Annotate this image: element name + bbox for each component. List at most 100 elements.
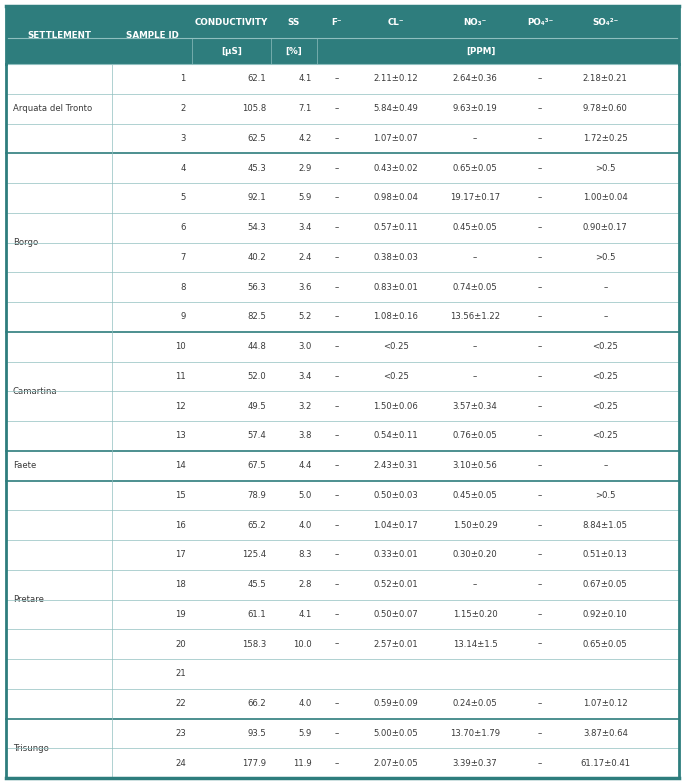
Text: 11: 11 xyxy=(175,372,186,381)
Text: 8.3: 8.3 xyxy=(299,550,312,559)
Text: –: – xyxy=(334,312,338,321)
Text: Camartina: Camartina xyxy=(13,387,58,396)
Text: 0.45±0.05: 0.45±0.05 xyxy=(453,223,497,232)
Text: 67.5: 67.5 xyxy=(247,461,266,470)
Text: –: – xyxy=(538,729,542,738)
Text: –: – xyxy=(334,253,338,262)
Text: –: – xyxy=(538,699,542,708)
Text: F⁻: F⁻ xyxy=(331,18,342,27)
Text: –: – xyxy=(538,342,542,351)
Text: 1.07±0.07: 1.07±0.07 xyxy=(373,134,418,143)
Text: 56.3: 56.3 xyxy=(247,282,266,292)
Text: 23: 23 xyxy=(175,729,186,738)
Text: 4.1: 4.1 xyxy=(299,74,312,83)
Text: <0.25: <0.25 xyxy=(593,342,619,351)
Text: PO₄³⁻: PO₄³⁻ xyxy=(527,18,553,27)
Text: –: – xyxy=(538,282,542,292)
Text: –: – xyxy=(538,223,542,232)
Text: >0.5: >0.5 xyxy=(595,253,616,262)
Text: –: – xyxy=(603,282,608,292)
Text: 52.0: 52.0 xyxy=(247,372,266,381)
Text: <0.25: <0.25 xyxy=(593,372,619,381)
Text: 0.67±0.05: 0.67±0.05 xyxy=(583,580,627,589)
Text: 62.5: 62.5 xyxy=(247,134,266,143)
Text: <0.25: <0.25 xyxy=(593,401,619,411)
Text: 2.8: 2.8 xyxy=(299,580,312,589)
Text: –: – xyxy=(334,194,338,202)
Text: 3.2: 3.2 xyxy=(299,401,312,411)
Text: 1.50±0.06: 1.50±0.06 xyxy=(373,401,418,411)
Text: 13.56±1.22: 13.56±1.22 xyxy=(450,312,500,321)
Text: –: – xyxy=(334,610,338,619)
Text: –: – xyxy=(334,223,338,232)
Text: 4.4: 4.4 xyxy=(299,461,312,470)
Text: 45.3: 45.3 xyxy=(247,164,266,172)
Text: –: – xyxy=(334,491,338,500)
Text: <0.25: <0.25 xyxy=(383,372,409,381)
Text: 1.04±0.17: 1.04±0.17 xyxy=(373,521,418,530)
Text: >0.5: >0.5 xyxy=(595,491,616,500)
Text: –: – xyxy=(334,580,338,589)
Text: 5.9: 5.9 xyxy=(299,194,312,202)
Text: 0.90±0.17: 0.90±0.17 xyxy=(583,223,627,232)
Text: 9.78±0.60: 9.78±0.60 xyxy=(583,104,627,113)
Text: 0.57±0.11: 0.57±0.11 xyxy=(373,223,418,232)
Text: Trisungo: Trisungo xyxy=(13,744,49,753)
Text: 9: 9 xyxy=(180,312,186,321)
Text: 6: 6 xyxy=(180,223,186,232)
Text: –: – xyxy=(334,134,338,143)
Text: 2.11±0.12: 2.11±0.12 xyxy=(373,74,418,83)
Text: Arquata del Tronto: Arquata del Tronto xyxy=(13,104,92,113)
Text: 9.63±0.19: 9.63±0.19 xyxy=(453,104,497,113)
Text: NO₃⁻: NO₃⁻ xyxy=(464,18,487,27)
Text: 5.9: 5.9 xyxy=(299,729,312,738)
Text: 16: 16 xyxy=(175,521,186,530)
Text: 1.15±0.20: 1.15±0.20 xyxy=(453,610,497,619)
Text: –: – xyxy=(473,253,477,262)
Text: –: – xyxy=(334,461,338,470)
Text: –: – xyxy=(538,74,542,83)
Text: 7.1: 7.1 xyxy=(299,104,312,113)
Text: 1.07±0.12: 1.07±0.12 xyxy=(583,699,627,708)
Text: –: – xyxy=(334,729,338,738)
Text: –: – xyxy=(538,759,542,768)
Text: 125.4: 125.4 xyxy=(242,550,266,559)
Text: –: – xyxy=(538,431,542,441)
Text: –: – xyxy=(334,342,338,351)
Text: SETTLEMENT: SETTLEMENT xyxy=(27,31,91,39)
Text: 105.8: 105.8 xyxy=(242,104,266,113)
Text: –: – xyxy=(538,491,542,500)
Text: 2.43±0.31: 2.43±0.31 xyxy=(373,461,418,470)
Text: –: – xyxy=(334,759,338,768)
Text: 0.50±0.03: 0.50±0.03 xyxy=(373,491,418,500)
Text: [%]: [%] xyxy=(286,47,302,56)
Text: –: – xyxy=(334,550,338,559)
Text: 177.9: 177.9 xyxy=(242,759,266,768)
Text: 8.84±1.05: 8.84±1.05 xyxy=(583,521,628,530)
Text: 0.98±0.04: 0.98±0.04 xyxy=(373,194,418,202)
Text: 2.4: 2.4 xyxy=(299,253,312,262)
Text: 3.4: 3.4 xyxy=(299,223,312,232)
Text: 3.87±0.64: 3.87±0.64 xyxy=(583,729,627,738)
Text: –: – xyxy=(603,312,608,321)
Text: [μS]: [μS] xyxy=(221,47,242,56)
Text: 5.0: 5.0 xyxy=(299,491,312,500)
Text: 2.07±0.05: 2.07±0.05 xyxy=(373,759,418,768)
Text: 8: 8 xyxy=(180,282,186,292)
Text: –: – xyxy=(334,164,338,172)
Text: –: – xyxy=(334,282,338,292)
Text: –: – xyxy=(473,342,477,351)
Text: 93.5: 93.5 xyxy=(247,729,266,738)
Text: 45.5: 45.5 xyxy=(247,580,266,589)
Text: 3.0: 3.0 xyxy=(299,342,312,351)
Text: 2: 2 xyxy=(180,104,186,113)
Text: CL⁻: CL⁻ xyxy=(388,18,404,27)
Text: –: – xyxy=(538,461,542,470)
Text: –: – xyxy=(334,640,338,648)
Text: 82.5: 82.5 xyxy=(247,312,266,321)
Text: 66.2: 66.2 xyxy=(247,699,266,708)
Text: 3.6: 3.6 xyxy=(299,282,312,292)
Text: 61.17±0.41: 61.17±0.41 xyxy=(580,759,630,768)
Text: 19: 19 xyxy=(175,610,186,619)
Text: 1: 1 xyxy=(180,74,186,83)
